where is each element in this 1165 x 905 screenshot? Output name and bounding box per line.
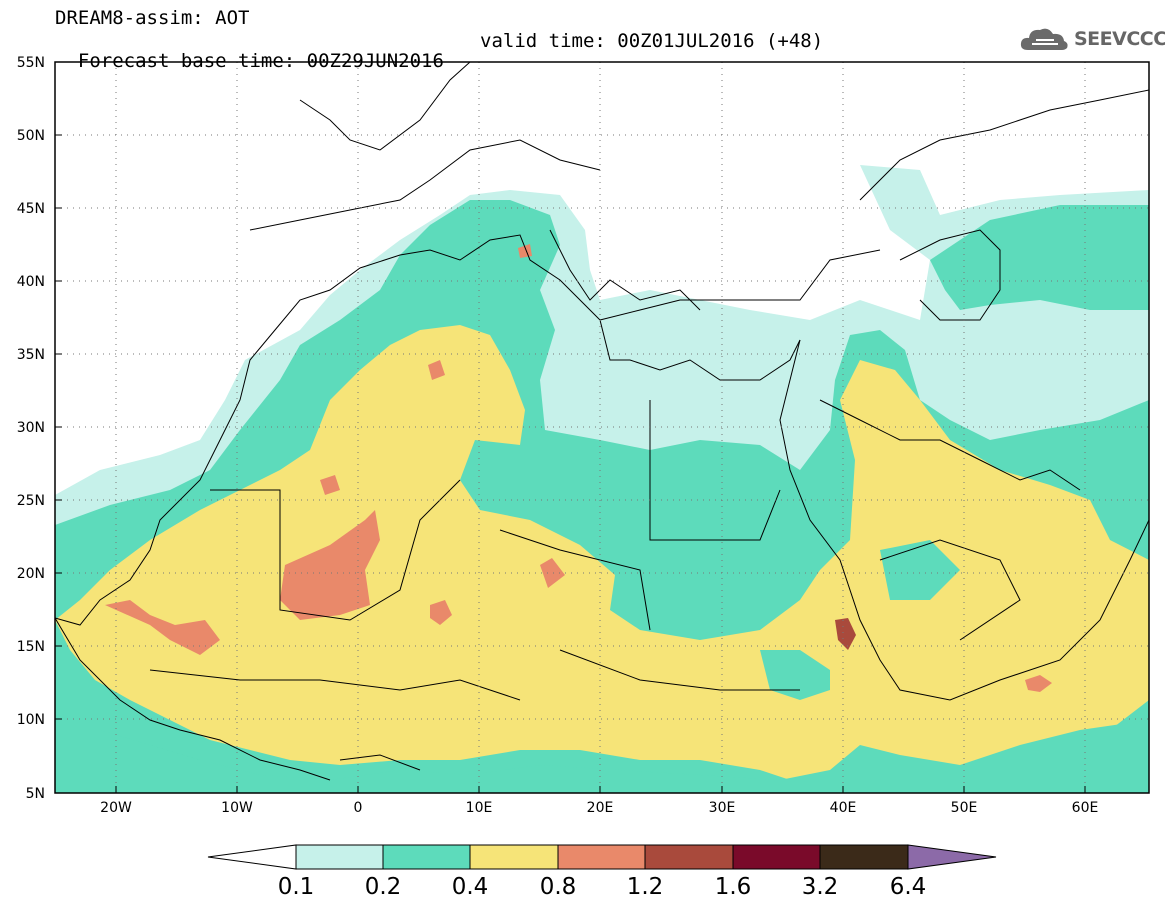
lat-label: 30N [17,420,45,436]
lat-label: 40N [17,274,45,290]
aot-level-0.8-mali [280,510,380,620]
aot-level-0.4 [55,325,1149,790]
graticule [55,62,1149,793]
colorbar-labels: 0.1 0.2 0.4 0.8 1.2 1.6 3.2 6.4 [278,874,927,900]
colorbar-label: 6.4 [890,874,927,900]
lon-label: 40E [830,800,857,816]
colorbar-label: 3.2 [802,874,839,900]
logo-text: SEEVCCC [1074,28,1165,50]
aot-level-0.8-d [540,558,565,588]
lon-label: 10W [221,800,253,816]
lat-label: 10N [17,712,45,728]
longitude-labels: 20W 10W 0 10E 20E 30E 40E 50E 60E [100,800,1098,816]
aot-level-0.8-b [428,360,445,380]
aot-level-0.8-a [320,475,340,495]
colorbar-arrow-high [907,844,997,870]
seevccc-logo: SEEVCCC [1018,24,1165,54]
colorbar-label: 1.2 [627,874,664,900]
axis-ticks [55,134,1086,793]
aot-contours [55,165,1149,793]
colorbar-label: 1.6 [715,874,752,900]
lon-label: 20W [100,800,132,816]
colorbar-swatch [644,844,734,870]
lat-label: 5N [26,786,45,802]
lat-label: 35N [17,347,45,363]
lat-label: 50N [17,128,45,144]
aot-level-1.2 [835,618,856,650]
latitude-labels: 55N 50N 45N 40N 35N 30N 25N 20N 15N 10N … [17,55,45,802]
colorbar [207,844,997,870]
colorbar-label: 0.8 [540,874,577,900]
lat-label: 20N [17,566,45,582]
lon-label: 30E [709,800,736,816]
lon-label: 50E [951,800,978,816]
lon-label: 0 [354,800,363,816]
aot-level-0.8-senegal [105,600,220,655]
aot-level-0.8-f [518,244,532,258]
cloud-icon [1020,28,1068,50]
lat-label: 15N [17,639,45,655]
forecast-times: Forecast base time: 00Z29JUN2016 valid t… [55,31,823,91]
valid-time: valid time: 00Z01JUL2016 (+48) [480,30,824,52]
colorbar-label: 0.4 [452,874,489,900]
aot-level-0.8-c [430,600,452,625]
colorbar-swatch [819,844,909,870]
colorbar-swatch [382,844,471,870]
colorbar-swatch [732,844,821,870]
aot-level-0.2-south [55,540,1149,793]
colorbar-swatch [557,844,646,870]
colorbar-arrow-low [207,844,297,870]
colorbar-swatch [469,844,559,870]
base-time: Forecast base time: 00Z29JUN2016 [77,50,444,72]
lat-label: 55N [17,55,45,71]
lon-label: 20E [587,800,614,816]
lat-label: 25N [17,493,45,509]
lon-label: 60E [1072,800,1099,816]
colorbar-label: 0.2 [365,874,402,900]
map-title: DREAM8-assim: AOT [55,7,250,29]
aot-level-0.8-e [1025,675,1052,692]
coastlines [55,62,1149,781]
lat-label: 45N [17,201,45,217]
colorbar-swatch [295,844,384,870]
lon-label: 10E [466,800,493,816]
colorbar-label: 0.1 [278,874,315,900]
